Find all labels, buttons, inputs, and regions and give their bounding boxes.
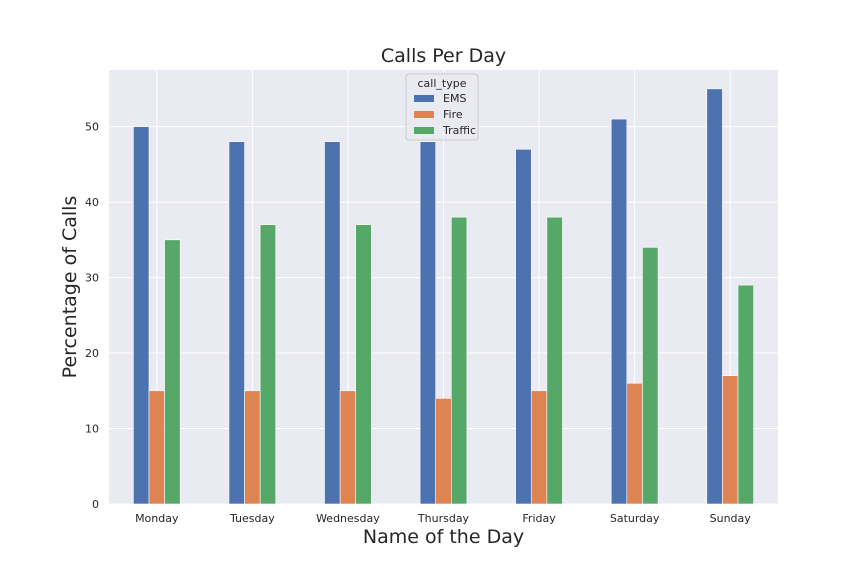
legend-swatch-traffic xyxy=(414,127,434,134)
bar-traffic-friday xyxy=(546,216,563,505)
x-axis-ticks: Monday Tuesday Wednesday Thursday Friday Satu… xyxy=(135,512,751,525)
legend-swatch-fire xyxy=(414,111,434,118)
legend-label-traffic: Traffic xyxy=(442,124,476,137)
bar-ems-thursday xyxy=(419,141,437,505)
y-tick-label: 0 xyxy=(92,498,99,511)
bar-fire-tuesday xyxy=(244,390,261,505)
x-tick-label: Tuesday xyxy=(229,512,275,525)
y-tick-label: 50 xyxy=(85,121,99,134)
bar-fire-thursday xyxy=(435,398,452,505)
y-tick-label: 10 xyxy=(85,423,99,436)
bar-ems-wednesday xyxy=(324,141,341,505)
bar-ems-tuesday xyxy=(228,141,245,505)
legend-label-ems: EMS xyxy=(443,92,466,105)
legend-title: call_type xyxy=(418,77,467,90)
y-tick-label: 40 xyxy=(85,196,99,209)
bars xyxy=(133,88,754,505)
y-axis-label: Percentage of Calls xyxy=(59,196,81,379)
y-tick-label: 20 xyxy=(85,347,99,360)
bar-traffic-saturday xyxy=(642,247,659,505)
bar-fire-wednesday xyxy=(339,390,357,505)
bar-ems-saturday xyxy=(610,118,628,505)
bar-ems-monday xyxy=(133,126,150,505)
bar-fire-friday xyxy=(530,390,548,505)
legend: call_type EMS Fire Traffic xyxy=(405,73,479,141)
legend-label-fire: Fire xyxy=(443,108,463,121)
chart-title: Calls Per Day xyxy=(381,45,506,67)
legend-box xyxy=(405,73,479,141)
x-tick-label: Wednesday xyxy=(316,512,380,525)
bar-traffic-sunday xyxy=(737,284,754,505)
bar-traffic-thursday xyxy=(450,216,468,505)
y-tick-label: 30 xyxy=(85,272,99,285)
x-tick-label: Sunday xyxy=(710,512,752,525)
x-axis-label: Name of the Day xyxy=(363,526,524,548)
bar-fire-sunday xyxy=(722,375,739,505)
bar-traffic-monday xyxy=(164,239,181,505)
bar-fire-monday xyxy=(148,390,165,505)
bar-fire-saturday xyxy=(626,382,643,505)
x-tick-label: Monday xyxy=(135,512,179,525)
bar-ems-friday xyxy=(515,148,532,505)
bar-traffic-tuesday xyxy=(259,224,277,505)
bar-ems-sunday xyxy=(706,88,723,505)
bar-traffic-wednesday xyxy=(355,224,372,505)
legend-swatch-ems xyxy=(414,95,434,102)
y-axis-ticks: 0 10 20 30 40 50 xyxy=(85,121,99,511)
x-tick-label: Saturday xyxy=(610,512,660,525)
x-tick-label: Friday xyxy=(522,512,556,525)
x-tick-label: Thursday xyxy=(417,512,470,525)
